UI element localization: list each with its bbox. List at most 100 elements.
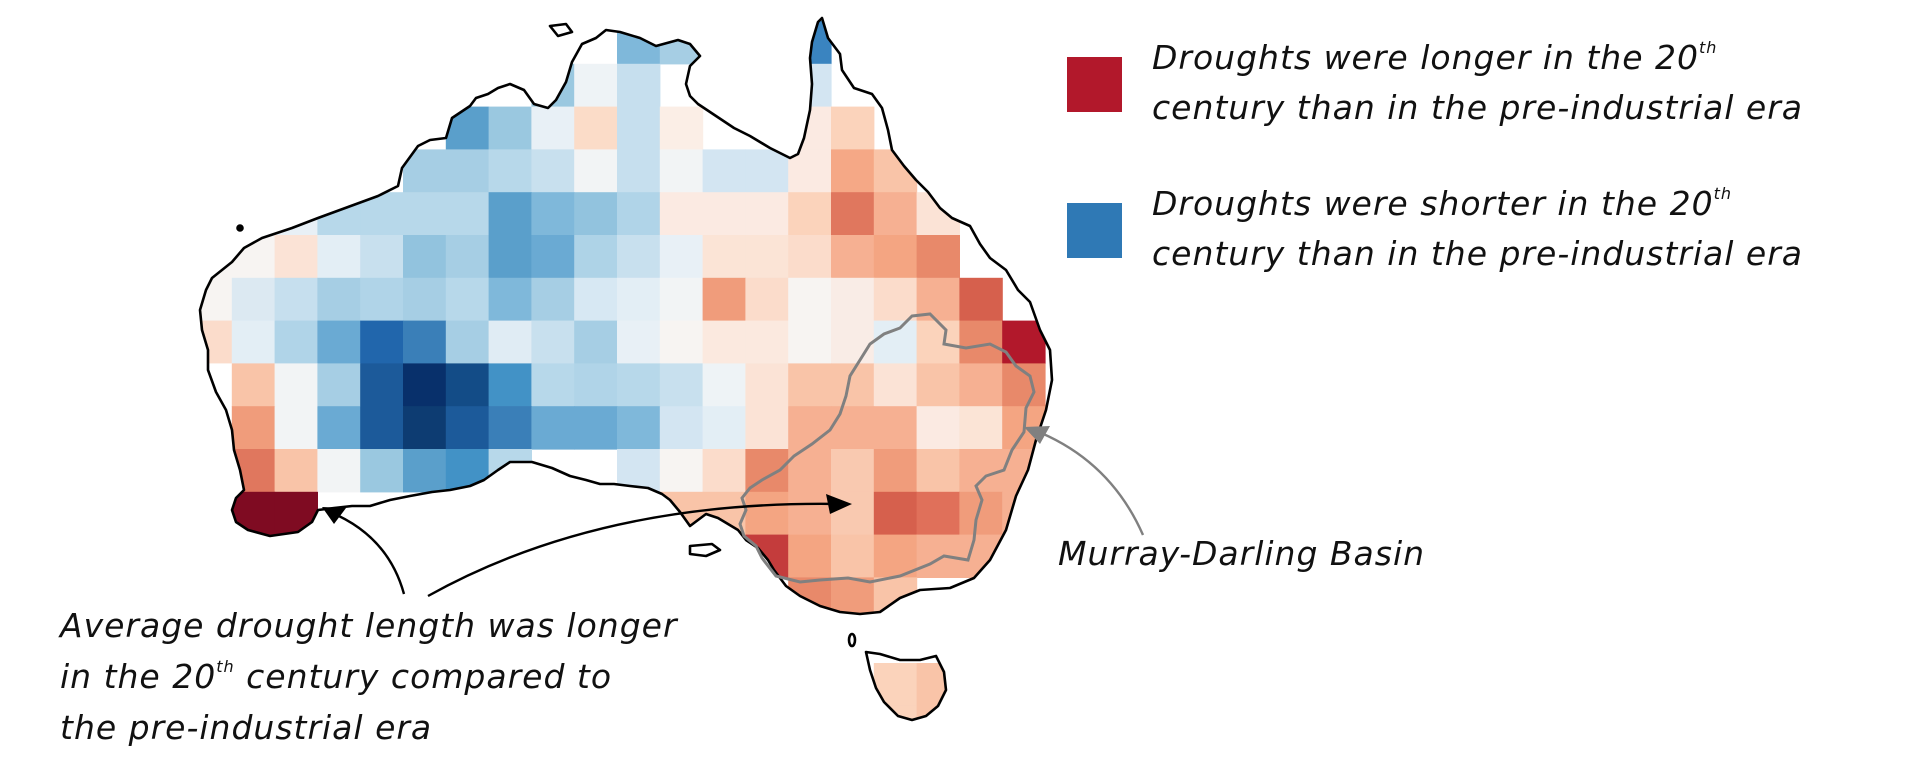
- grid-cell: [574, 192, 618, 236]
- grid-cell: [702, 491, 746, 536]
- murray-darling-basin-outline: [738, 312, 1036, 584]
- grid-cell: [702, 277, 746, 322]
- grid-cell: [360, 192, 404, 236]
- grid-cell: [274, 449, 318, 493]
- grid-cell: [617, 320, 661, 364]
- grid-cell: [916, 192, 960, 236]
- grid-cell: [659, 149, 704, 193]
- grid-cell: [360, 277, 404, 322]
- grid-cell: [659, 449, 704, 493]
- grid-cell: [831, 277, 875, 322]
- grid-cell: [873, 491, 918, 536]
- grid-cell: [873, 577, 918, 621]
- grid-cell: [317, 235, 361, 279]
- grid-cell: [531, 192, 575, 236]
- grid-cell: [702, 449, 746, 493]
- grid-cell: [403, 449, 447, 493]
- grid-cell: [959, 449, 1003, 493]
- grid-cell: [617, 63, 661, 108]
- legend-label-shorter: Droughts were shorter in the 20th centur…: [1152, 179, 1803, 279]
- grid-cell: [873, 235, 918, 279]
- grid-cell: [488, 192, 532, 236]
- grid-cell: [574, 363, 618, 407]
- legend-swatch-longer: [1067, 57, 1122, 112]
- arrow-to-sw-wa: [329, 510, 406, 595]
- grid-cell: [702, 406, 746, 450]
- grid-cell: [702, 363, 746, 407]
- grid-cell: [231, 491, 276, 536]
- grid-cell: [659, 320, 704, 364]
- grid-cell: [488, 235, 532, 279]
- arrowhead-sw-wa-icon: [322, 507, 346, 524]
- grid-cell: [659, 363, 704, 407]
- grid-cell: [788, 277, 832, 322]
- grid-cell: [745, 363, 789, 407]
- grid-cell: [488, 320, 532, 364]
- grid-cell: [488, 106, 532, 150]
- grid-cell: [873, 449, 918, 493]
- grid-cell: [617, 235, 661, 279]
- grid-cell: [488, 363, 532, 407]
- grid-cell: [831, 534, 875, 578]
- grid-cell: [659, 106, 704, 150]
- grid-cell: [403, 277, 447, 322]
- legend-label-longer: Droughts were longer in the 20th century…: [1152, 33, 1803, 133]
- mdb-callout-arrowhead-icon: [1024, 426, 1050, 444]
- grid-cell: [745, 320, 789, 364]
- annotation-murray-darling-basin: Murray-Darling Basin: [1058, 528, 1425, 579]
- grid-cell: [445, 106, 490, 150]
- grid-cell: [916, 235, 960, 279]
- grid-cell: [745, 491, 789, 536]
- grid-cell: [531, 235, 575, 279]
- grid-cell: [873, 663, 918, 707]
- mdb-label: Murray-Darling Basin: [1058, 534, 1426, 573]
- grid-cell: [200, 235, 233, 279]
- grid-cell: [916, 363, 960, 407]
- arrowhead-mdb-icon: [826, 494, 852, 514]
- grid-cell: [916, 406, 960, 450]
- grid-cell: [274, 320, 318, 364]
- mdb-callout-line: [1033, 428, 1145, 536]
- grid-cell: [274, 491, 318, 536]
- annotation-drought-longer: Average drought length was longer in the…: [60, 600, 678, 753]
- grid-cell: [916, 491, 960, 536]
- legend-longer-line1: Droughts were longer in the 20: [1152, 38, 1700, 77]
- grid-cell: [445, 406, 490, 450]
- grid-cell: [360, 406, 404, 450]
- australia-coastline: [198, 16, 1054, 722]
- grid-cell: [788, 577, 832, 621]
- grid-cell: [231, 277, 276, 322]
- grid-cell: [702, 235, 746, 279]
- grid-cell: [574, 149, 618, 193]
- grid-cell: [231, 406, 276, 450]
- grid-cell: [360, 320, 404, 364]
- grid-cell: [574, 277, 618, 322]
- grid-cell: [274, 192, 318, 236]
- legend-shorter-line2: century than in the pre-industrial era: [1152, 234, 1804, 273]
- grid-cell: [360, 449, 404, 493]
- grid-cell: [873, 192, 918, 236]
- grid-cell: [445, 192, 490, 236]
- grid-cell: [617, 21, 661, 65]
- grid-cell: [873, 406, 918, 450]
- grid-cell: [445, 277, 490, 322]
- grid-cell: [274, 235, 318, 279]
- grid-cell: [574, 235, 618, 279]
- grid-cell: [488, 149, 532, 193]
- grid-cell: [531, 149, 575, 193]
- grid-cell: [788, 363, 832, 407]
- legend-swatch-shorter: [1067, 203, 1122, 258]
- grid-cell: [317, 449, 361, 493]
- legend-longer-sup: th: [1699, 38, 1718, 57]
- grid-cell: [959, 406, 1003, 450]
- legend-shorter-sup: th: [1713, 184, 1733, 203]
- grid-cell: [659, 277, 704, 322]
- grid-cell: [959, 320, 1003, 364]
- grid-cell: [200, 320, 233, 364]
- annotation-line2-a: in the 20: [60, 657, 217, 696]
- grid-cell: [403, 406, 447, 450]
- grid-cell: [702, 192, 746, 236]
- grid-cell: [873, 320, 918, 364]
- grid-cell: [317, 277, 361, 322]
- grid-cell: [659, 235, 704, 279]
